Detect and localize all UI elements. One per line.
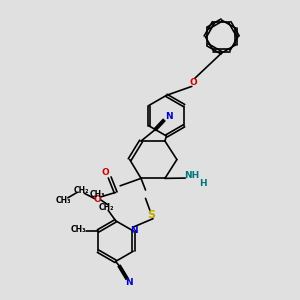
Text: S: S — [148, 210, 155, 220]
Text: O: O — [101, 168, 109, 177]
Text: CH₂: CH₂ — [74, 186, 89, 195]
Text: N: N — [165, 112, 173, 121]
Text: CH₂: CH₂ — [99, 203, 115, 212]
Text: CH₃: CH₃ — [90, 190, 106, 199]
Text: O: O — [94, 195, 102, 204]
Text: CH₃: CH₃ — [71, 225, 86, 234]
Text: H: H — [199, 179, 207, 188]
Text: CH₃: CH₃ — [56, 196, 71, 205]
Text: NH: NH — [184, 171, 200, 180]
Text: O: O — [189, 78, 197, 87]
Text: N: N — [126, 278, 133, 287]
Text: N: N — [130, 226, 138, 236]
